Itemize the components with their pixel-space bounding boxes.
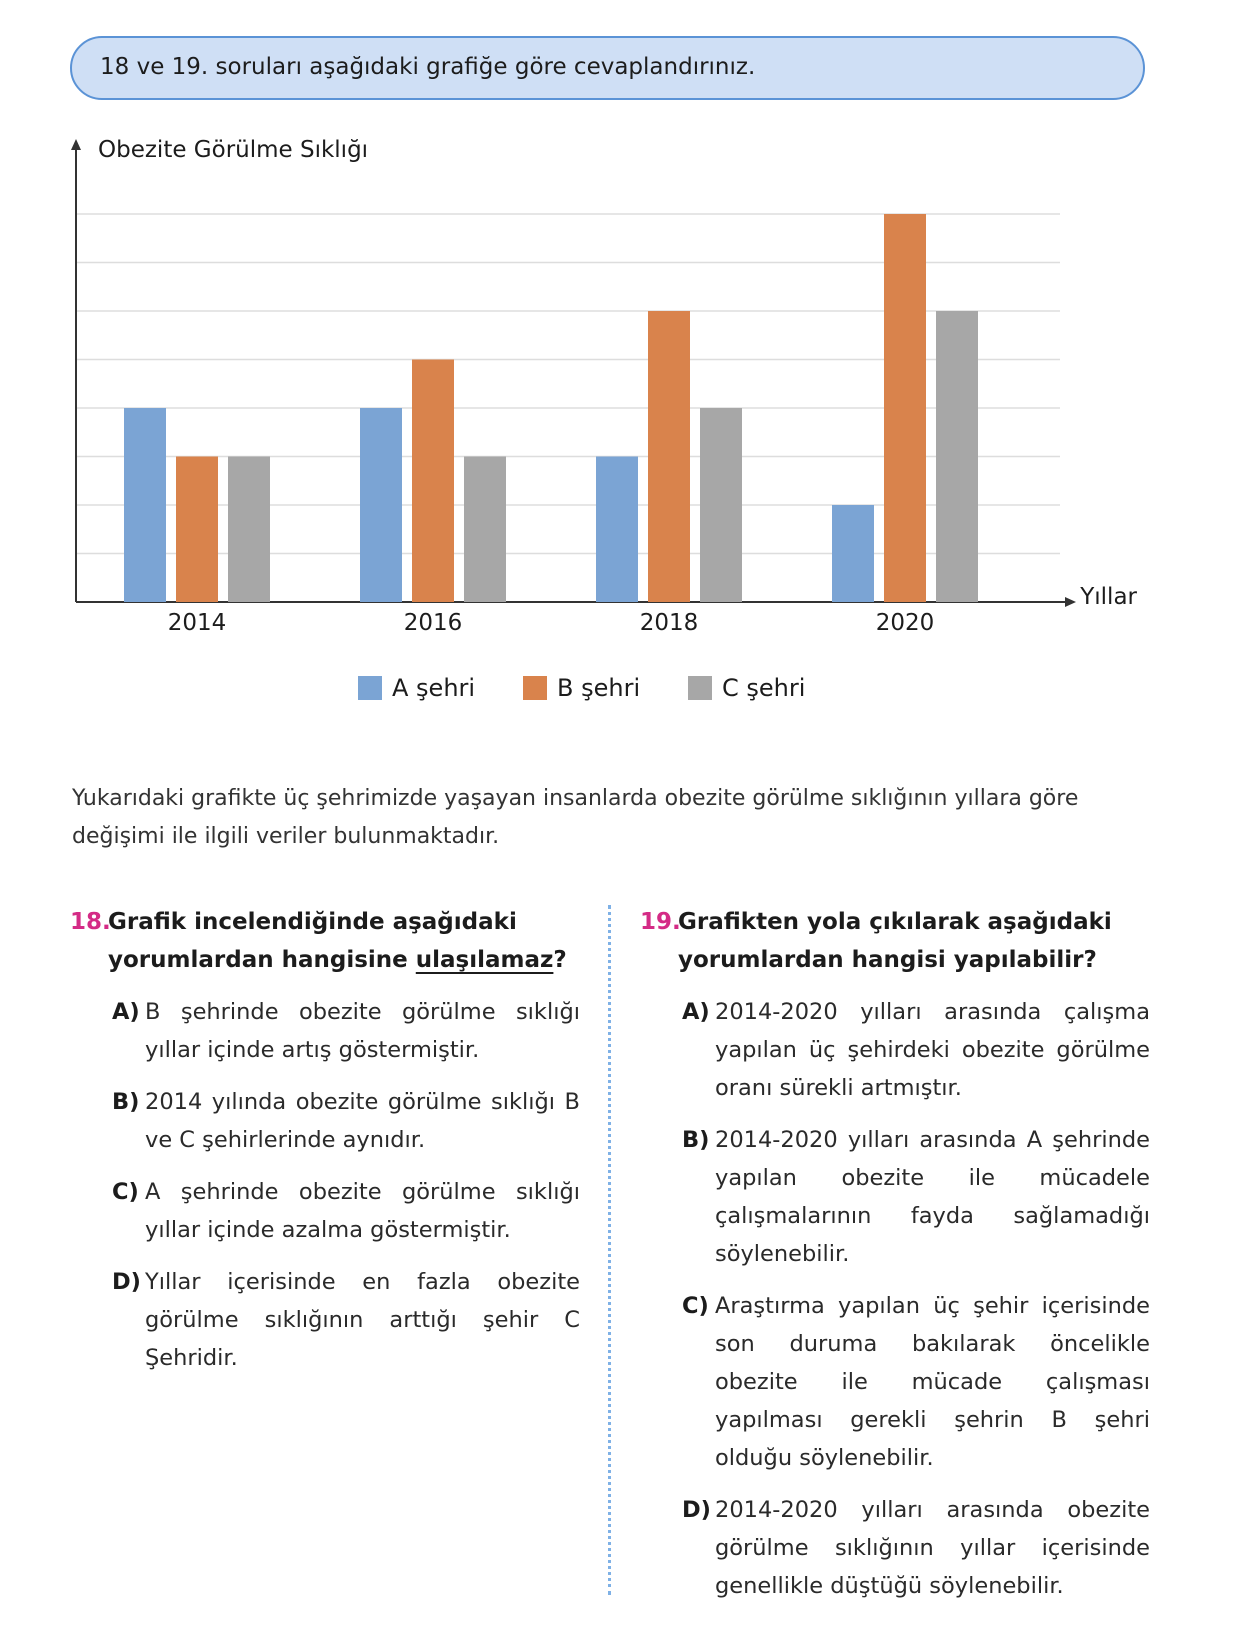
x-axis-title: Yıllar bbox=[1079, 584, 1137, 610]
question-18: 18. Grafik incelendiğinde aşağıdaki yoru… bbox=[70, 903, 580, 1377]
bar-2020-b bbox=[884, 214, 926, 602]
bar-2020-c bbox=[936, 311, 978, 602]
question-19-number: 19. bbox=[640, 909, 681, 935]
bar-2014-b bbox=[176, 456, 218, 602]
option-text: B şehrinde obezite görülme sıklığı yılla… bbox=[145, 999, 580, 1063]
legend-label: B şehri bbox=[557, 674, 640, 702]
legend-swatch bbox=[688, 676, 712, 700]
legend-swatch bbox=[523, 676, 547, 700]
question-19-stem: 19. Grafikten yola çıkılarak aşağıdaki y… bbox=[640, 903, 1150, 979]
option-text: 2014 yılında obezite görülme sıklığı B v… bbox=[145, 1089, 580, 1153]
question-19-stem-text: Grafikten yola çıkılarak aşağıdaki yorum… bbox=[678, 909, 1112, 973]
option-text: Yıllar içerisinde en fazla obezite görül… bbox=[145, 1269, 580, 1371]
question-18-option-a[interactable]: A) B şehrinde obezite görülme sıklığı yı… bbox=[70, 993, 580, 1069]
option-label: D) bbox=[112, 1269, 141, 1295]
option-label: B) bbox=[112, 1089, 140, 1115]
x-tick-label: 2014 bbox=[168, 610, 227, 636]
bar-2018-a bbox=[596, 456, 638, 602]
bar-2014-c bbox=[228, 456, 270, 602]
question-19-option-c[interactable]: C) Araştırma yapılan üç şehir içerisinde… bbox=[640, 1287, 1150, 1477]
option-text: Araştırma yapılan üç şehir içerisinde so… bbox=[715, 1293, 1150, 1471]
x-axis-arrow-icon bbox=[1065, 597, 1076, 607]
option-text: 2014-2020 yılları arasında A şehrinde ya… bbox=[715, 1127, 1150, 1267]
option-text: A şehrinde obezite görülme sıklığı yılla… bbox=[145, 1179, 580, 1243]
option-label: C) bbox=[682, 1293, 709, 1319]
question-19-option-d[interactable]: D) 2014-2020 yılları arasında obezite gö… bbox=[640, 1491, 1150, 1605]
column-divider bbox=[608, 905, 611, 1595]
option-label: A) bbox=[112, 999, 140, 1025]
bar-chart: Obezite Görülme Sıklığı Yıllar 2014 2016 201… bbox=[71, 137, 1138, 702]
question-18-stem: 18. Grafik incelendiğinde aşağıdaki yoru… bbox=[70, 903, 580, 979]
question-18-option-c[interactable]: C) A şehrinde obezite görülme sıklığı yı… bbox=[70, 1173, 580, 1249]
x-tick-label: 2020 bbox=[876, 610, 935, 636]
bar-2016-a bbox=[360, 408, 402, 602]
legend-label: C şehri bbox=[722, 674, 805, 702]
bar-2018-b bbox=[648, 311, 690, 602]
y-axis-arrow-icon bbox=[71, 139, 81, 150]
bar-2020-a bbox=[832, 505, 874, 602]
option-text: 2014-2020 yılları arasında çalışma yapıl… bbox=[715, 999, 1150, 1101]
instruction-text: 18 ve 19. soruları aşağıdaki grafiğe gör… bbox=[100, 54, 756, 80]
legend-swatch bbox=[358, 676, 382, 700]
question-19: 19. Grafikten yola çıkılarak aşağıdaki y… bbox=[640, 903, 1150, 1605]
option-label: B) bbox=[682, 1127, 710, 1153]
question-18-stem-end: ? bbox=[553, 947, 567, 973]
x-tick-label: 2018 bbox=[640, 610, 699, 636]
option-label: C) bbox=[112, 1179, 139, 1205]
bar-2016-b bbox=[412, 359, 454, 602]
question-18-option-d[interactable]: D) Yıllar içerisinde en fazla obezite gö… bbox=[70, 1263, 580, 1377]
question-19-option-b[interactable]: B) 2014-2020 yılları arasında A şehrinde… bbox=[640, 1121, 1150, 1273]
question-18-option-b[interactable]: B) 2014 yılında obezite görülme sıklığı … bbox=[70, 1083, 580, 1159]
option-text: 2014-2020 yılları arasında obezite görül… bbox=[715, 1497, 1150, 1599]
x-tick-label: 2016 bbox=[404, 610, 463, 636]
y-axis-title: Obezite Görülme Sıklığı bbox=[98, 137, 368, 163]
question-18-number: 18. bbox=[70, 909, 111, 935]
question-18-stem-start: Grafik incelendiğinde aşağıdaki yorumlar… bbox=[108, 909, 517, 973]
bar-2016-c bbox=[464, 456, 506, 602]
legend-label: A şehri bbox=[392, 674, 475, 702]
option-label: A) bbox=[682, 999, 710, 1025]
question-18-stem-underlined: ulaşılamaz bbox=[415, 947, 554, 973]
option-label: D) bbox=[682, 1497, 711, 1523]
bar-2018-c bbox=[700, 408, 742, 602]
instruction-banner: 18 ve 19. soruları aşağıdaki grafiğe gör… bbox=[70, 36, 1145, 100]
intro-paragraph: Yukarıdaki grafikte üç şehrimizde yaşaya… bbox=[72, 786, 1079, 849]
question-19-option-a[interactable]: A) 2014-2020 yılları arasında çalışma ya… bbox=[640, 993, 1150, 1107]
bar-2014-a bbox=[124, 408, 166, 602]
